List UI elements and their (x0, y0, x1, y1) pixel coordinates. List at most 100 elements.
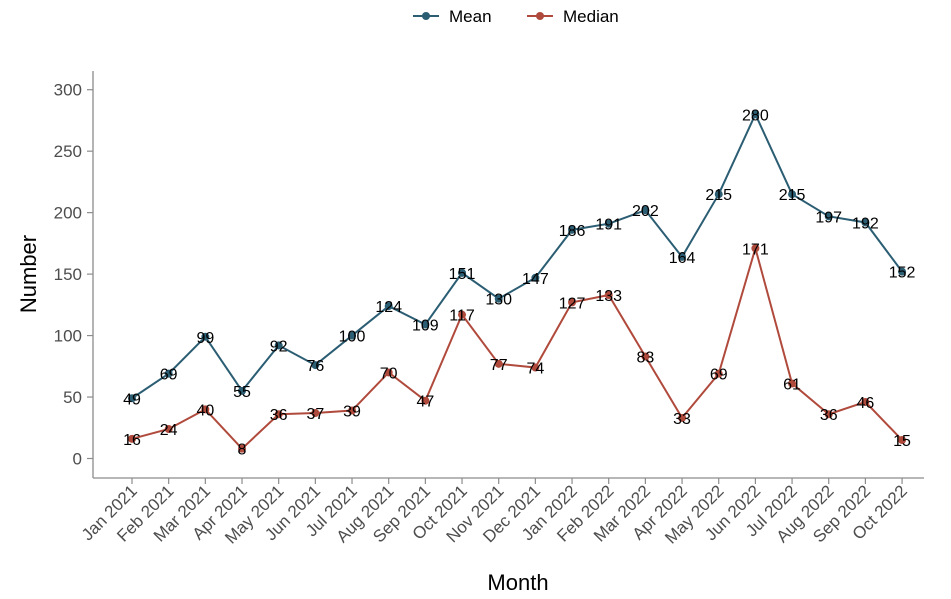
legend-item-median: Median (527, 7, 619, 26)
data-label-median: 33 (673, 411, 691, 428)
data-label-median: 117 (449, 308, 475, 325)
data-point-median (494, 359, 503, 368)
y-ticks: 0 50 100 150 200 250 300 (54, 81, 93, 469)
data-label-median: 133 (595, 288, 622, 305)
data-label-mean: 152 (889, 265, 916, 282)
y-tick-label: 300 (54, 81, 82, 100)
data-label-mean: 76 (306, 358, 324, 375)
data-label-mean: 280 (742, 107, 769, 124)
data-label-mean: 130 (485, 292, 512, 309)
data-point-median (898, 436, 907, 445)
data-point-median (238, 444, 247, 453)
data-label-mean: 186 (559, 223, 586, 240)
data-point-median (421, 396, 430, 405)
legend-label-mean: Mean (449, 7, 492, 26)
legend-marker-median (536, 12, 544, 20)
data-point-mean (421, 320, 430, 329)
data-point-mean (274, 341, 283, 350)
data-point-mean (384, 302, 393, 311)
data-label-median: 77 (490, 357, 508, 374)
data-label-median: 8 (238, 442, 247, 459)
data-label-mean: 100 (339, 329, 366, 346)
data-point-median (568, 298, 577, 307)
data-label-median: 15 (893, 433, 911, 450)
data-point-median (201, 405, 210, 414)
data-label-median: 37 (306, 406, 324, 423)
y-tick-label: 250 (54, 142, 82, 161)
y-axis-title: Number (16, 235, 41, 313)
data-point-median (164, 424, 173, 433)
data-label-median: 39 (343, 404, 361, 421)
data-point-median (531, 363, 540, 372)
data-point-mean (751, 110, 760, 119)
data-point-median (641, 352, 650, 361)
data-point-median (458, 310, 467, 319)
data-label-mean: 49 (123, 391, 141, 408)
data-point-median (128, 434, 136, 443)
data-point-mean (714, 190, 723, 199)
data-label-mean: 164 (669, 250, 696, 267)
series-group: 49 69 99 55 92 76 100 124 109 151 130 147 186 191 202 1… (123, 107, 915, 458)
y-tick-label: 150 (54, 265, 82, 284)
data-point-median (348, 406, 357, 415)
data-label-median: 47 (416, 394, 434, 411)
data-label-mean: 55 (233, 384, 251, 401)
data-point-mean (604, 219, 613, 228)
data-point-median (384, 368, 393, 377)
data-label-mean: 215 (779, 187, 806, 204)
data-point-mean (164, 369, 173, 378)
data-point-mean (494, 294, 503, 303)
data-point-mean (568, 225, 577, 234)
data-label-median: 127 (559, 295, 586, 312)
series-mean: 49 69 99 55 92 76 100 124 109 151 130 147 186 191 202 1… (123, 107, 915, 408)
data-point-median (824, 410, 833, 419)
data-label-median: 36 (820, 407, 838, 424)
legend-item-mean: Mean (413, 7, 492, 26)
series-median: 16 24 40 8 36 37 39 70 47 117 77 74 127 133 83 33 69 171 6… (123, 241, 911, 458)
data-label-mean: 191 (595, 217, 622, 234)
data-label-median: 69 (710, 367, 728, 384)
data-point-median (714, 369, 723, 378)
data-label-mean: 69 (160, 367, 178, 384)
data-point-median (274, 410, 283, 419)
data-point-mean (201, 332, 210, 341)
data-point-mean (128, 394, 136, 403)
data-point-mean (458, 268, 467, 277)
data-point-mean (824, 212, 833, 221)
data-label-median: 16 (123, 432, 141, 449)
series-line-median (131, 244, 903, 451)
data-point-mean (678, 252, 687, 261)
data-point-median (788, 379, 797, 388)
data-point-mean (861, 218, 870, 227)
data-label-mean: 215 (705, 187, 732, 204)
data-label-median: 70 (380, 365, 398, 382)
data-point-mean (531, 273, 540, 282)
data-point-mean (898, 267, 907, 276)
data-point-mean (311, 361, 320, 370)
data-point-median (678, 413, 687, 422)
data-label-median: 61 (783, 377, 801, 394)
data-label-mean: 202 (632, 203, 659, 220)
legend-marker-mean (422, 12, 430, 20)
data-point-mean (788, 190, 797, 199)
y-tick-label: 0 (73, 450, 82, 469)
legend: Mean Median (413, 7, 619, 26)
data-label-mean: 151 (449, 266, 476, 283)
data-label-median: 171 (742, 241, 769, 258)
legend-label-median: Median (563, 7, 619, 26)
data-point-median (861, 397, 870, 406)
data-label-mean: 192 (852, 215, 879, 232)
data-label-mean: 197 (815, 209, 842, 226)
data-point-mean (641, 206, 650, 215)
data-point-median (604, 291, 613, 300)
data-label-mean: 92 (270, 338, 288, 355)
data-label-mean: 99 (196, 330, 214, 347)
data-point-mean (348, 331, 357, 340)
data-point-median (751, 244, 760, 253)
data-point-mean (238, 386, 247, 395)
axes (92, 71, 924, 479)
data-label-median: 24 (160, 422, 178, 439)
data-label-mean: 109 (412, 318, 439, 335)
data-label-median: 36 (270, 407, 288, 424)
x-axis-title: Month (487, 570, 548, 595)
